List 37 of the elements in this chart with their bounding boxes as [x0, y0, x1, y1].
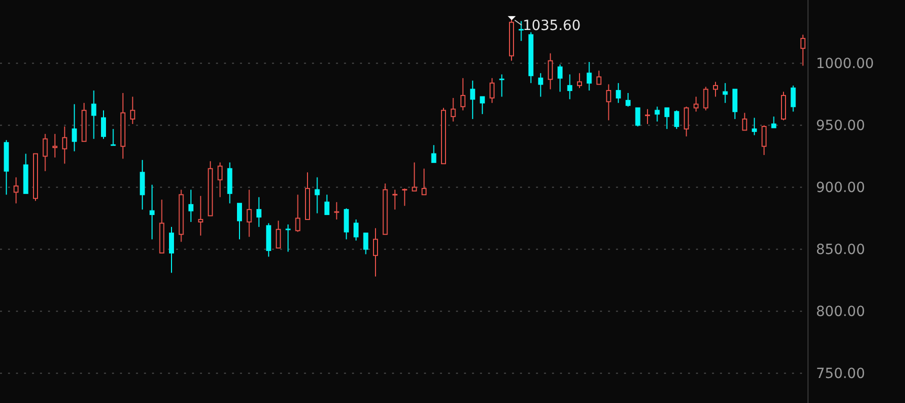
candlestick [654, 106, 660, 122]
candlestick [14, 176, 19, 204]
candlestick [188, 189, 194, 222]
candlestick [460, 78, 466, 111]
candlestick [178, 189, 184, 242]
candlestick [120, 92, 126, 160]
candlestick [42, 133, 48, 172]
candlestick [567, 74, 572, 100]
candlestick [372, 228, 378, 278]
y-tick-label: 1000.00 [816, 56, 874, 72]
y-tick-label: 900.00 [816, 180, 865, 196]
y-tick-label: 850.00 [816, 242, 865, 258]
candlestick [722, 82, 728, 104]
y-tick-label: 800.00 [816, 304, 865, 320]
annotation: 1035.60 [522, 18, 581, 34]
candlestick [150, 184, 155, 240]
candlestick [72, 104, 77, 152]
candlestick [130, 96, 136, 124]
candlestick [52, 133, 58, 158]
candlestick [616, 82, 621, 104]
candlestick [450, 97, 456, 122]
candlestick [392, 189, 398, 210]
candlestick [140, 159, 145, 210]
candlestick [470, 80, 476, 120]
candlestick [91, 90, 96, 140]
y-tick-label: 950.00 [816, 118, 865, 134]
candlestick [198, 195, 204, 236]
candlestick [256, 196, 262, 228]
candlestick [800, 34, 806, 66]
candlestick [314, 176, 320, 214]
candlestick [490, 78, 495, 104]
candlestick [548, 52, 553, 90]
candlestick [246, 189, 252, 238]
candlestick [586, 62, 592, 92]
candlestick [538, 72, 544, 98]
y-tick-label: 750.00 [816, 366, 865, 382]
candlestick [62, 126, 68, 164]
